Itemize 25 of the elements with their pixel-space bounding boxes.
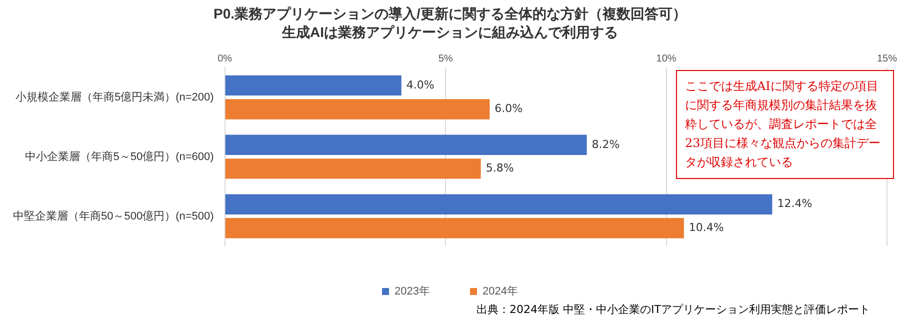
x-tick-label: 15% [876, 53, 898, 64]
y-tick-label: 中小企業層（年商5～50億円）(n=600) [25, 150, 214, 163]
annotation: ここでは生成AIに関する特定の項目に関する年商規模別の集計結果を抜粋しているが、調査レポートでは全23項目に様々な観点からの集計データが収録されている [676, 70, 894, 179]
source-note: 出典：2024年版 中堅・中小企業のITアプリケーション利用実態と評価レポート [476, 302, 870, 317]
data-label: 10.4% [688, 221, 724, 234]
data-label: 4.0% [406, 78, 434, 92]
bar [225, 99, 490, 120]
data-label: 12.4% [777, 197, 812, 210]
x-tick-label: 10% [656, 53, 676, 64]
bar [225, 218, 684, 238]
bar [225, 158, 481, 179]
data-label: 6.0% [494, 102, 523, 116]
bar [225, 194, 772, 214]
chart-title: P0.業務アプリケーションの導入/更新に関する全体的な方針（複数回答可） [214, 5, 686, 22]
legend-label: 2023年 [394, 286, 430, 298]
bar [225, 75, 402, 96]
x-tick-label: 0% [218, 53, 232, 64]
legend-label: 2024年 [482, 286, 518, 298]
y-tick-label: 小規模企業層（年商5億円未満）(n=200) [15, 90, 214, 104]
data-label: 8.2% [592, 138, 620, 151]
data-label: 5.8% [486, 162, 514, 175]
bar [225, 134, 587, 156]
x-tick-label: 5% [438, 53, 453, 64]
chart-subtitle: 生成AIは業務アプリケーションに組み込んで利用する [281, 24, 618, 40]
y-tick-label: 中堅企業層（年商50～500億円）(n=500) [12, 209, 214, 222]
